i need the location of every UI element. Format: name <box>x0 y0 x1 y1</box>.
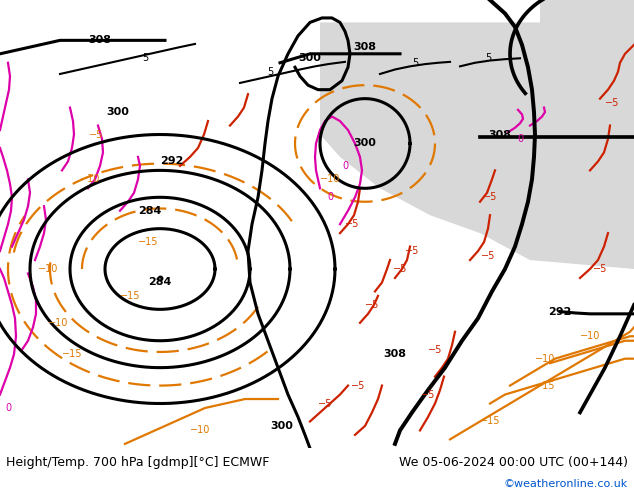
Text: −15: −15 <box>138 237 158 247</box>
Text: 284: 284 <box>148 277 172 288</box>
Text: 308: 308 <box>89 35 112 46</box>
Text: −5: −5 <box>345 219 359 229</box>
Text: −10: −10 <box>38 264 58 274</box>
Text: 292: 292 <box>548 307 572 317</box>
Polygon shape <box>540 0 634 202</box>
Text: −5: −5 <box>393 264 407 274</box>
Text: −10: −10 <box>580 331 600 341</box>
Text: We 05-06-2024 00:00 UTC (00+144): We 05-06-2024 00:00 UTC (00+144) <box>399 456 628 469</box>
Text: −10: −10 <box>320 174 340 184</box>
Text: 284: 284 <box>138 206 162 216</box>
Text: −5: −5 <box>365 300 379 310</box>
Text: 5: 5 <box>412 58 418 68</box>
Text: −5: −5 <box>483 192 497 202</box>
Text: −5: −5 <box>351 381 365 391</box>
Text: −10: −10 <box>80 174 100 184</box>
Text: 300: 300 <box>107 107 129 117</box>
Text: 0: 0 <box>342 161 348 171</box>
Polygon shape <box>320 23 634 269</box>
Text: 308: 308 <box>354 42 377 52</box>
Text: 300: 300 <box>354 139 377 148</box>
Text: −15: −15 <box>61 349 82 359</box>
Text: 0: 0 <box>327 192 333 202</box>
Text: 0: 0 <box>517 134 523 144</box>
Text: −5: −5 <box>89 129 103 140</box>
Text: 5: 5 <box>142 53 148 63</box>
Text: −5: −5 <box>428 344 442 355</box>
Text: 5: 5 <box>485 53 491 63</box>
Text: 308: 308 <box>384 349 406 359</box>
Text: 300: 300 <box>271 421 294 431</box>
Text: Height/Temp. 700 hPa [gdmp][°C] ECMWF: Height/Temp. 700 hPa [gdmp][°C] ECMWF <box>6 456 269 469</box>
Text: −5: −5 <box>421 390 435 399</box>
Text: −5: −5 <box>318 398 332 409</box>
Text: −10: −10 <box>535 354 555 364</box>
Text: 0: 0 <box>5 403 11 413</box>
Text: −15: −15 <box>534 381 555 391</box>
Text: ©weatheronline.co.uk: ©weatheronline.co.uk <box>503 479 628 489</box>
Text: −10: −10 <box>190 425 210 436</box>
Text: 5: 5 <box>267 67 273 77</box>
Text: −5: −5 <box>405 246 419 256</box>
Text: −5: −5 <box>481 250 495 261</box>
Text: −15: −15 <box>480 416 500 426</box>
Text: −5: −5 <box>593 264 607 274</box>
Text: −5: −5 <box>605 98 619 108</box>
Text: 308: 308 <box>489 129 512 140</box>
Text: 300: 300 <box>299 53 321 63</box>
Text: −15: −15 <box>120 291 140 301</box>
Text: −10: −10 <box>48 318 68 328</box>
Text: 292: 292 <box>160 156 184 167</box>
